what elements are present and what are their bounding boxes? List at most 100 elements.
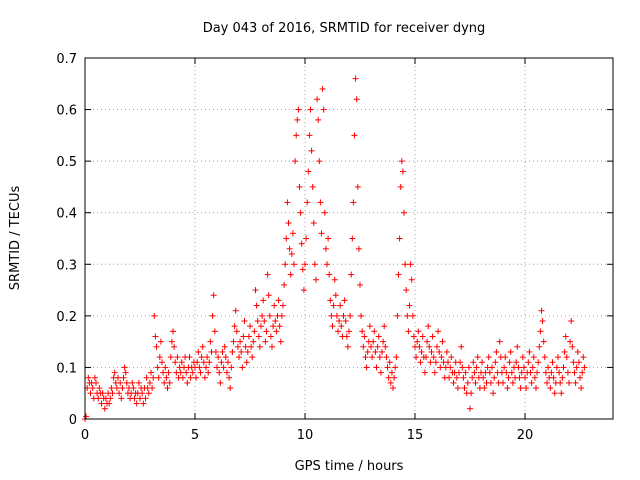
data-point <box>184 379 191 386</box>
data-point <box>538 307 545 314</box>
data-point <box>349 235 356 242</box>
data-point <box>461 385 468 392</box>
data-point <box>313 276 319 283</box>
data-point <box>276 323 283 330</box>
y-tick-label: 0.5 <box>56 155 77 170</box>
data-point <box>382 343 389 350</box>
data-point <box>500 379 506 386</box>
data-point <box>162 364 169 371</box>
data-point <box>528 379 535 386</box>
data-point <box>429 333 436 340</box>
data-point <box>467 405 473 412</box>
data-point <box>96 385 103 392</box>
data-point <box>330 302 337 309</box>
data-point <box>547 385 554 392</box>
data-point <box>318 230 325 237</box>
data-point <box>355 245 362 252</box>
data-point <box>243 359 250 366</box>
data-point <box>464 379 471 386</box>
data-point <box>434 343 440 350</box>
data-point <box>423 354 429 361</box>
data-point <box>486 369 493 376</box>
data-point <box>406 302 413 309</box>
data-point <box>156 354 163 361</box>
data-point <box>366 323 373 330</box>
data-point <box>577 374 583 381</box>
data-point <box>465 364 472 371</box>
data-point <box>321 209 328 216</box>
data-point <box>284 199 291 206</box>
data-point <box>570 359 577 366</box>
data-point <box>427 359 434 366</box>
data-point <box>410 333 417 340</box>
data-point <box>319 85 326 92</box>
data-point <box>281 281 288 288</box>
data-point <box>139 390 146 397</box>
data-point <box>207 338 214 345</box>
data-point <box>529 364 536 371</box>
data-point <box>244 348 251 355</box>
data-point <box>387 379 394 386</box>
data-point <box>251 328 258 335</box>
data-point <box>391 374 398 381</box>
data-point <box>338 323 345 330</box>
x-tick-label: 20 <box>517 428 534 443</box>
data-point <box>350 199 357 206</box>
data-point <box>533 385 539 392</box>
data-point <box>140 400 147 407</box>
data-point <box>491 374 498 381</box>
data-point <box>450 379 457 386</box>
data-point <box>186 354 193 361</box>
data-point <box>534 369 541 376</box>
data-point <box>170 328 176 335</box>
data-point <box>503 369 510 376</box>
data-point <box>469 374 476 381</box>
data-point <box>149 385 156 392</box>
data-point <box>535 359 542 366</box>
data-point <box>296 183 303 190</box>
data-point <box>332 292 339 299</box>
data-point <box>253 302 260 309</box>
data-point <box>120 374 127 381</box>
data-point <box>159 359 165 366</box>
data-point <box>383 354 390 361</box>
data-point <box>403 287 410 294</box>
data-point <box>172 359 179 366</box>
data-point <box>216 369 223 376</box>
data-point <box>539 318 546 325</box>
data-point <box>571 369 578 376</box>
data-point <box>241 318 248 325</box>
data-point <box>424 338 431 345</box>
data-point <box>304 199 311 206</box>
data-point <box>233 328 240 335</box>
data-point <box>297 209 304 216</box>
data-point <box>342 318 349 325</box>
data-point <box>508 369 515 376</box>
data-point <box>261 318 268 325</box>
data-point <box>446 374 453 381</box>
data-point <box>238 348 245 355</box>
data-point <box>85 374 92 381</box>
data-point <box>266 312 273 319</box>
data-point <box>196 364 203 371</box>
data-point <box>507 348 514 355</box>
y-axis-label: SRMTID / TECUs <box>8 186 23 291</box>
data-point <box>540 338 547 345</box>
data-point <box>352 75 359 82</box>
data-point <box>404 312 411 319</box>
data-point <box>481 385 488 392</box>
data-point <box>574 348 581 355</box>
data-points <box>82 75 588 422</box>
data-point <box>501 364 508 371</box>
x-tick-label: 0 <box>81 428 89 443</box>
data-point <box>249 354 256 361</box>
data-point <box>228 364 235 371</box>
data-point <box>115 374 121 381</box>
data-point <box>145 390 152 397</box>
data-point <box>200 359 207 366</box>
data-point <box>248 343 255 350</box>
data-point <box>397 183 404 190</box>
data-point <box>131 395 138 402</box>
data-point <box>215 354 222 361</box>
data-point <box>431 369 438 376</box>
